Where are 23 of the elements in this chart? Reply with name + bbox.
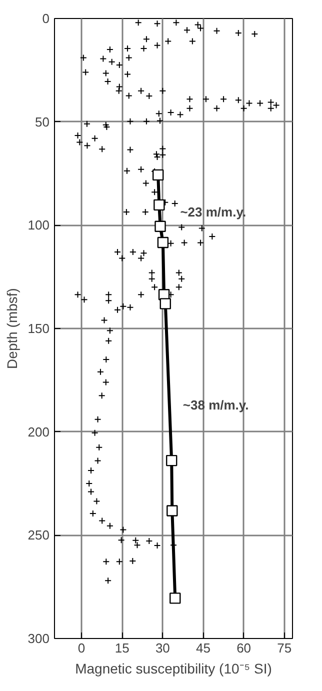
y-tick-label: 100: [28, 218, 50, 233]
point: [157, 236, 169, 248]
point: [152, 169, 164, 181]
y-tick-label: 250: [28, 528, 50, 543]
y-tick-label: 300: [28, 631, 50, 646]
y-tick-label: 0: [42, 11, 50, 26]
point: [166, 505, 178, 516]
x-tick-label: 45: [196, 640, 210, 656]
y-tick-label: 50: [35, 114, 50, 130]
y-tick-label: 200: [28, 424, 50, 440]
point: [154, 220, 166, 232]
x-axis-title: Magnetic susceptibility (10⁻⁵ SI): [75, 660, 272, 676]
point: [166, 454, 178, 466]
point: [154, 199, 165, 211]
point: [170, 592, 181, 604]
x-tick-label: 15: [114, 640, 130, 656]
x-tick-label: 75: [277, 640, 292, 656]
x-tick-label: 0: [78, 640, 86, 656]
y-tick-label: 150: [28, 321, 50, 336]
x-tick-label: 30: [155, 640, 170, 656]
y-axis-title: Depth (mbsf): [4, 288, 20, 369]
point: [160, 298, 171, 310]
x-tick-label: 60: [236, 640, 252, 656]
